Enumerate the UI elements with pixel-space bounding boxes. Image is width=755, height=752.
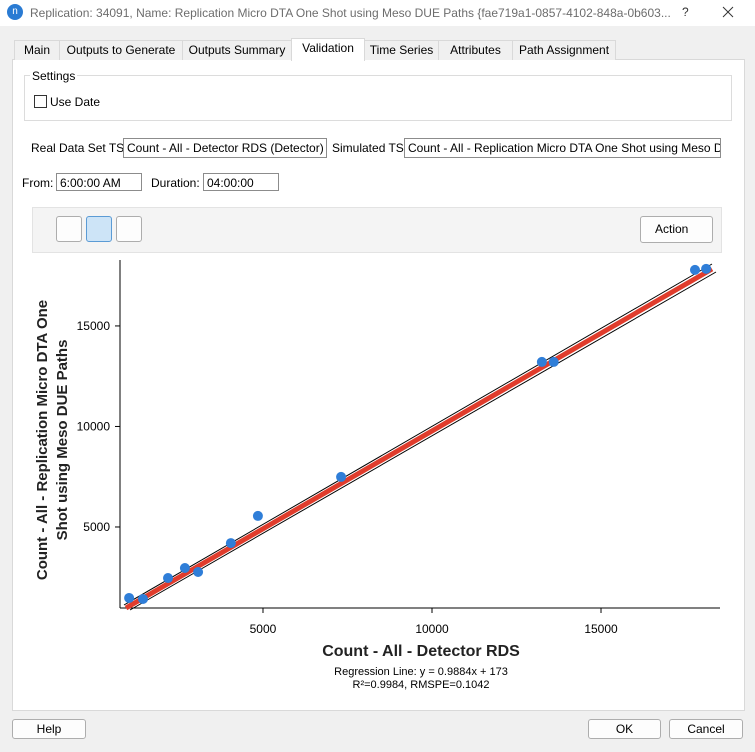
- cancel-button[interactable]: Cancel: [669, 719, 743, 739]
- settings-group: [24, 75, 732, 121]
- point: [124, 592, 135, 603]
- regression-line: [124, 266, 714, 611]
- y-axis-label: Count - All - Replication Micro DTA One: [34, 300, 51, 580]
- tab[interactable]: Path Assignment: [512, 40, 616, 60]
- from-input[interactable]: 6:00:00 AM: [56, 173, 142, 191]
- tab[interactable]: Attributes: [438, 40, 513, 60]
- x-tick-label: 5000: [250, 622, 277, 636]
- settings-title: Settings: [30, 69, 78, 83]
- reference-line: [123, 263, 713, 606]
- point: [137, 593, 148, 604]
- help-button[interactable]: Help: [12, 719, 86, 739]
- close-button[interactable]: [722, 6, 734, 18]
- window-title: Replication: 34091, Name: Replication Mi…: [30, 6, 671, 20]
- point: [163, 573, 173, 584]
- tab[interactable]: Validation: [291, 38, 365, 61]
- point: [179, 562, 190, 573]
- tab[interactable]: Outputs Summary: [182, 40, 292, 60]
- annotation: Regression Line: y = 0.9884x + 173: [334, 666, 508, 678]
- tab[interactable]: Time Series: [364, 40, 439, 60]
- y-tick-label: 10000: [77, 419, 111, 433]
- simulated-ts-label: Simulated TS:: [332, 141, 408, 155]
- line-view-button[interactable]: [56, 216, 82, 242]
- use-date-label: Use Date: [50, 95, 101, 109]
- point: [193, 567, 204, 578]
- real-ts-label: Real Data Set TS:: [31, 141, 128, 155]
- point: [336, 471, 347, 482]
- point: [701, 263, 712, 274]
- ok-button[interactable]: OK: [588, 719, 661, 739]
- from-label: From:: [22, 176, 54, 190]
- reference-line: [129, 271, 717, 611]
- duration-input[interactable]: 04:00:00: [203, 173, 279, 191]
- y-axis-label: Shot using Meso DUE Paths: [54, 340, 71, 541]
- point: [689, 264, 700, 275]
- point: [548, 356, 559, 367]
- title-bar: [0, 0, 755, 26]
- simulated-ts-combo[interactable]: Count - All - Replication Micro DTA One …: [404, 138, 721, 158]
- x-axis-label: Count - All - Detector RDS: [322, 643, 520, 660]
- real-ts-combo[interactable]: Count - All - Detector RDS (Detector): [123, 138, 327, 158]
- x-tick-label: 10000: [415, 622, 449, 636]
- use-date-checkbox[interactable]: [34, 95, 47, 108]
- scatter-view-button[interactable]: [86, 216, 112, 242]
- point: [225, 538, 236, 549]
- app-icon: n: [7, 4, 23, 20]
- y-tick-label: 5000: [83, 520, 110, 534]
- action-button[interactable]: Action: [640, 216, 713, 243]
- table-view-button[interactable]: [116, 216, 142, 242]
- chart: 5000 10000 15000 5000 10000 15000 Count - All …: [32, 255, 722, 695]
- y-tick-label: 15000: [77, 319, 111, 333]
- annotation: R²=0.9984, RMSPE=0.1042: [353, 679, 490, 691]
- duration-label: Duration:: [151, 176, 200, 190]
- help-glyph[interactable]: ?: [682, 5, 689, 19]
- chart-toolbar: [32, 207, 722, 253]
- x-tick-label: 15000: [584, 622, 618, 636]
- point: [252, 510, 263, 521]
- point: [536, 356, 547, 367]
- tab[interactable]: Main: [14, 40, 60, 60]
- tab[interactable]: Outputs to Generate: [59, 40, 183, 60]
